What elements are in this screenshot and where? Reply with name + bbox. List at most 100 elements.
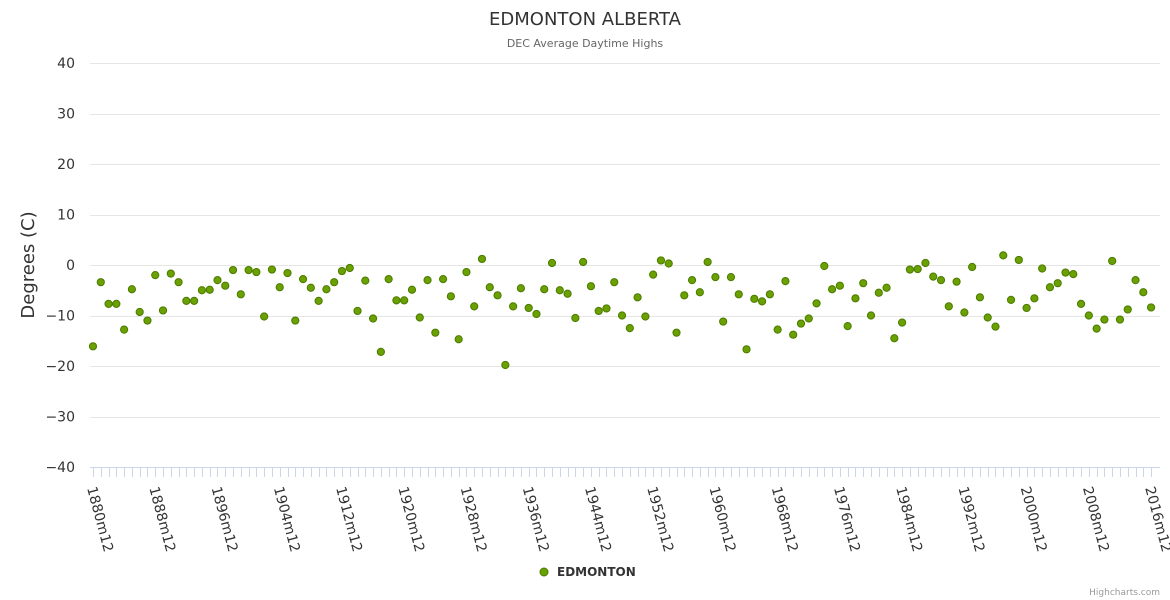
data-point[interactable] — [1038, 264, 1047, 273]
data-point[interactable] — [1061, 268, 1070, 277]
data-point[interactable] — [617, 311, 627, 320]
data-point[interactable] — [742, 345, 751, 354]
credits-link[interactable]: Highcharts.com — [1089, 588, 1160, 598]
data-point[interactable] — [874, 288, 883, 297]
data-point[interactable] — [750, 294, 759, 303]
data-point[interactable] — [158, 306, 168, 315]
data-point[interactable] — [757, 297, 767, 306]
data-point[interactable] — [687, 276, 697, 285]
data-point[interactable] — [174, 278, 183, 287]
data-point[interactable] — [267, 265, 277, 274]
data-point[interactable] — [166, 269, 175, 278]
data-point[interactable] — [1108, 256, 1117, 266]
data-point[interactable] — [586, 282, 596, 291]
data-point[interactable] — [711, 273, 720, 282]
data-point[interactable] — [345, 263, 354, 273]
data-point[interactable] — [1092, 324, 1101, 333]
data-point[interactable] — [656, 256, 666, 265]
data-point[interactable] — [960, 308, 969, 317]
data-point[interactable] — [1131, 276, 1140, 285]
data-point[interactable] — [781, 277, 790, 286]
data-point[interactable] — [929, 272, 938, 281]
data-point[interactable] — [1115, 315, 1125, 324]
data-point[interactable] — [594, 306, 603, 316]
data-point[interactable] — [197, 286, 207, 295]
data-point[interactable] — [975, 293, 985, 302]
data-point[interactable] — [1139, 288, 1148, 297]
data-point[interactable] — [555, 286, 564, 295]
data-point[interactable] — [898, 318, 907, 327]
data-point[interactable] — [999, 251, 1008, 260]
data-point[interactable] — [1123, 305, 1132, 314]
data-point[interactable] — [337, 266, 347, 276]
data-point[interactable] — [579, 257, 588, 267]
data-point[interactable] — [804, 314, 813, 323]
data-point[interactable] — [952, 277, 961, 286]
data-point[interactable] — [547, 258, 557, 268]
data-point[interactable] — [820, 261, 829, 271]
data-point[interactable] — [734, 290, 743, 299]
data-point[interactable] — [260, 312, 269, 321]
legend[interactable]: EDMONTON — [539, 565, 636, 579]
data-point[interactable] — [765, 290, 774, 299]
data-point[interactable] — [135, 307, 144, 317]
data-point[interactable] — [1069, 269, 1078, 279]
data-point[interactable] — [773, 325, 782, 334]
data-point[interactable] — [680, 291, 689, 300]
data-point[interactable] — [330, 278, 339, 287]
data-point[interactable] — [921, 258, 930, 268]
data-point[interactable] — [143, 316, 152, 325]
data-point[interactable] — [664, 259, 673, 268]
data-point[interactable] — [812, 299, 821, 308]
data-point[interactable] — [843, 322, 852, 331]
data-point[interactable] — [633, 293, 642, 302]
data-point[interactable] — [540, 285, 549, 294]
data-point[interactable] — [182, 296, 191, 305]
data-point[interactable] — [726, 273, 736, 282]
data-point[interactable] — [88, 342, 98, 351]
data-point[interactable] — [298, 275, 308, 284]
data-point[interactable] — [1146, 303, 1156, 312]
data-point[interactable] — [796, 319, 806, 328]
data-point[interactable] — [1022, 303, 1031, 313]
data-point[interactable] — [314, 296, 323, 305]
data-point[interactable] — [571, 313, 580, 323]
data-point[interactable] — [446, 292, 455, 301]
data-point[interactable] — [291, 316, 300, 325]
data-point[interactable] — [516, 284, 526, 293]
data-point[interactable] — [244, 265, 253, 275]
data-point[interactable] — [835, 281, 844, 290]
data-point[interactable] — [936, 276, 946, 285]
data-point[interactable] — [1045, 283, 1055, 292]
data-point[interactable] — [190, 296, 199, 305]
data-point[interactable] — [213, 276, 222, 285]
data-point[interactable] — [96, 278, 105, 287]
data-point[interactable] — [859, 279, 868, 288]
legend-label[interactable]: EDMONTON — [557, 565, 636, 579]
data-point[interactable] — [322, 285, 331, 294]
data-point[interactable] — [944, 302, 953, 311]
data-point[interactable] — [1076, 299, 1086, 308]
data-point[interactable] — [493, 291, 502, 300]
data-point[interactable] — [236, 290, 245, 299]
data-point[interactable] — [306, 283, 315, 292]
data-point[interactable] — [1100, 315, 1109, 324]
data-point[interactable] — [392, 296, 401, 305]
data-point[interactable] — [1006, 295, 1016, 304]
data-point[interactable] — [221, 281, 230, 290]
data-point[interactable] — [415, 313, 424, 322]
data-point[interactable] — [151, 271, 160, 280]
data-point[interactable] — [462, 267, 471, 277]
data-point[interactable] — [789, 330, 798, 339]
data-point[interactable] — [890, 334, 899, 343]
data-point[interactable] — [1014, 255, 1023, 265]
data-point[interactable] — [1084, 311, 1093, 320]
data-point[interactable] — [851, 294, 860, 303]
data-point[interactable] — [625, 324, 634, 333]
data-point[interactable] — [454, 335, 463, 344]
data-point[interactable] — [407, 285, 417, 294]
data-point[interactable] — [610, 278, 619, 287]
data-point[interactable] — [828, 285, 837, 294]
data-point[interactable] — [563, 289, 572, 298]
data-point[interactable] — [470, 302, 479, 311]
